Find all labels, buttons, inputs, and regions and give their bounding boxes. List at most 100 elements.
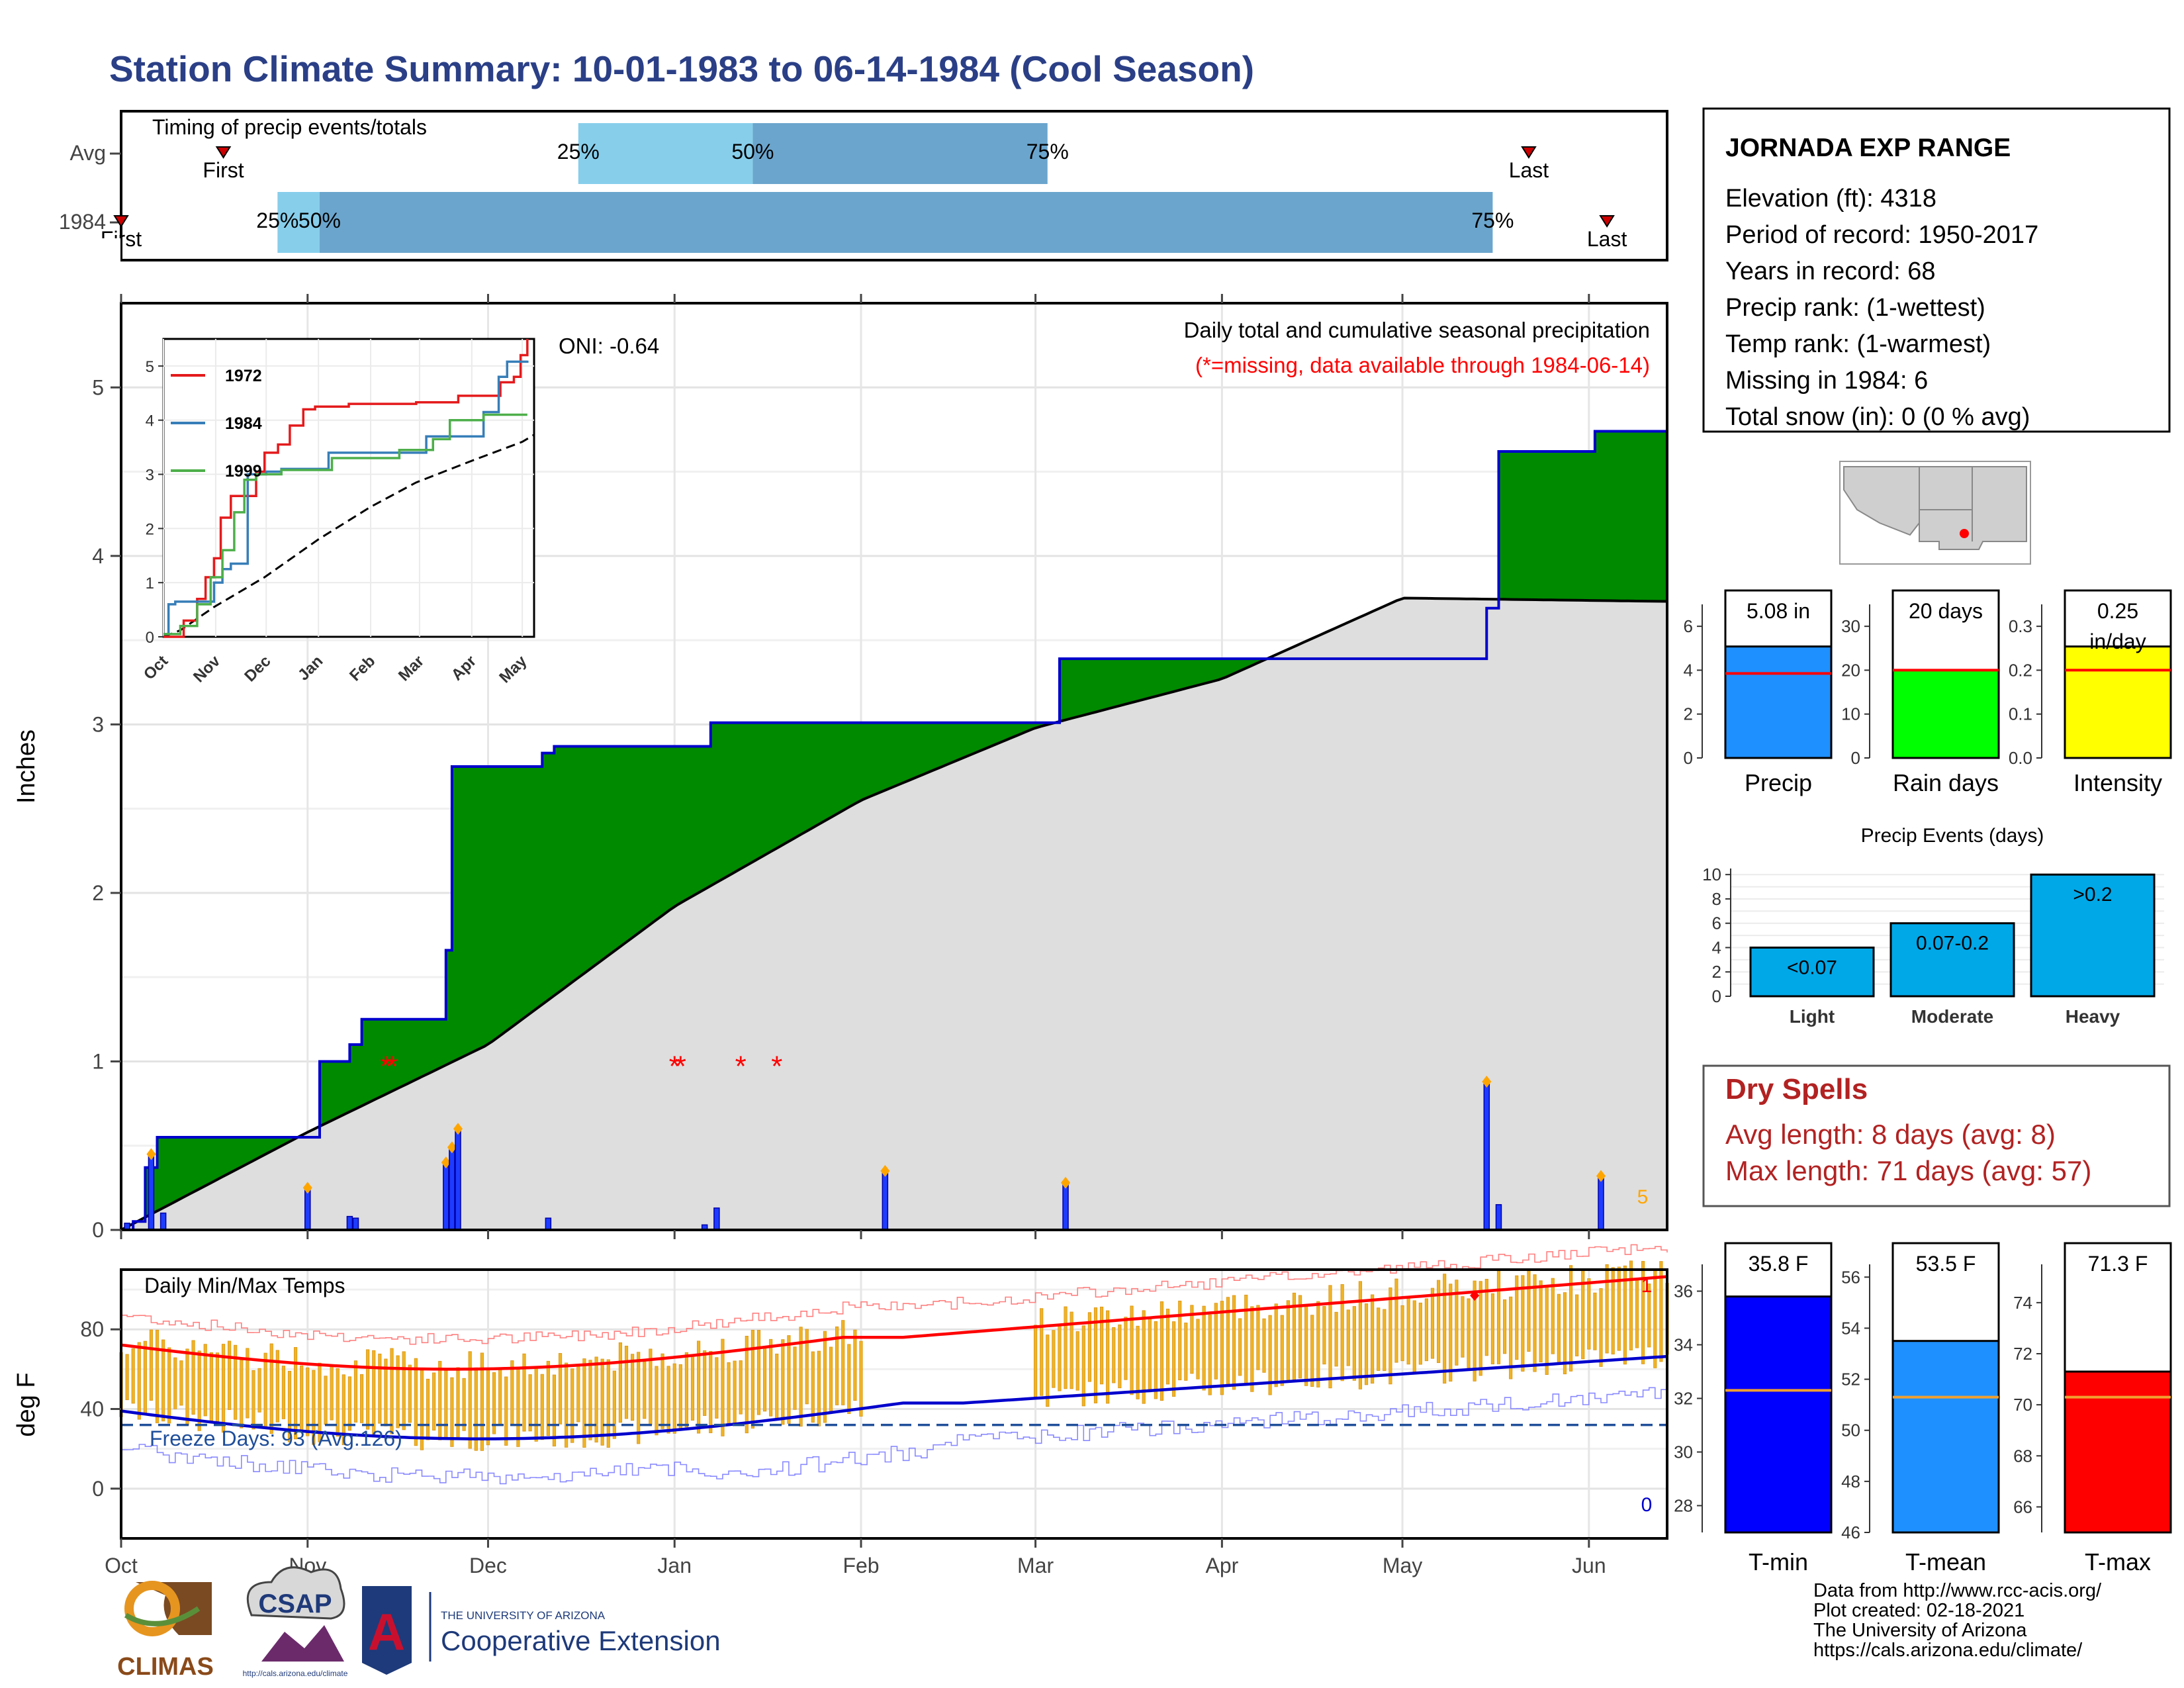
mini-ytick-label: 2	[1684, 704, 1693, 724]
summary-bar-group: 0 10 20 30 20 days Rain days	[1841, 589, 2000, 796]
daily-temp-bar	[733, 1360, 737, 1423]
mini-ytick-label: 4	[1684, 660, 1693, 680]
daily-temp-bar	[1587, 1278, 1591, 1350]
mini-bar-value-text: 5.08 in	[1747, 599, 1810, 623]
daily-temp-bar	[1214, 1303, 1218, 1380]
timing-bar-early	[578, 123, 753, 184]
daily-temp-bar	[727, 1362, 731, 1425]
locator-map	[1839, 461, 2031, 565]
inset-series-line	[163, 360, 529, 635]
station-missing: Missing in 1984: 6	[1725, 367, 1928, 395]
climas-logo: CLIMAS	[117, 1581, 214, 1681]
daily-temp-bar	[1304, 1304, 1308, 1386]
daily-temp-bar	[1635, 1278, 1639, 1348]
daily-temp-bar	[1106, 1310, 1110, 1404]
events-bar-text: <0.07	[1787, 957, 1837, 978]
summary-bar-group: 0.0 0.1 0.2 0.3 0.25 in/day Intensity	[2009, 589, 2172, 796]
daily-temp-bar	[1496, 1270, 1501, 1364]
footer-line: Data from http://www.rcc-acis.org/	[1813, 1580, 2102, 1601]
daily-temp-bar	[829, 1346, 833, 1412]
daily-temp-bar	[1286, 1300, 1290, 1381]
daily-precip-bar	[449, 1147, 455, 1231]
daily-temp-bar	[1093, 1307, 1098, 1403]
daily-temp-bar	[703, 1350, 707, 1416]
daily-temp-bar	[1118, 1324, 1122, 1389]
daily-temp-bar	[1190, 1305, 1194, 1374]
daily-temp-bar	[450, 1377, 454, 1447]
daily-temp-bar	[137, 1342, 141, 1420]
daily-temp-bar	[1262, 1318, 1266, 1373]
daily-temp-bar	[1641, 1260, 1645, 1364]
mini-ytick-label: 54	[1841, 1318, 1860, 1338]
ua-logo: A THE UNIVERSITY OF ARIZONA Cooperative …	[362, 1586, 721, 1675]
month-tick-label: Apr	[1205, 1554, 1238, 1577]
daily-temp-bar	[756, 1330, 761, 1415]
daily-temp-bar	[228, 1340, 232, 1410]
daily-temp-bar	[805, 1329, 809, 1405]
heavy-event-marker	[146, 1148, 156, 1160]
daily-temp-bar	[528, 1374, 532, 1432]
daily-temp-bar	[498, 1367, 502, 1426]
daily-temp-bar	[341, 1374, 345, 1446]
temp-ylabel: deg F	[13, 1372, 40, 1436]
ua-logo-big: Cooperative Extension	[441, 1625, 721, 1656]
daily-temp-bar	[1064, 1306, 1068, 1389]
daily-temp-bar	[522, 1353, 526, 1432]
daily-temp-bar	[643, 1361, 647, 1419]
daily-temp-bar	[432, 1372, 436, 1430]
daily-temp-bar	[462, 1378, 466, 1431]
daily-temp-bar	[1418, 1302, 1422, 1365]
timing-row-label-year: 1984	[59, 210, 106, 234]
temp-ytick-label: 0	[92, 1477, 104, 1501]
events-bar-text: 0.07-0.2	[1916, 933, 1989, 955]
freeze-days-label: Freeze Days: 93 (Avg:126)	[150, 1427, 402, 1450]
daily-temp-bar	[1394, 1278, 1398, 1363]
footer-line: Plot created: 02-18-2021	[1813, 1600, 2025, 1621]
summary-bar-group: 0 2 4 6 5.08 in Precip	[1684, 589, 1833, 796]
csap-logo-text: CSAP	[258, 1589, 332, 1618]
mini-bar-label: T-mean	[1905, 1548, 1986, 1575]
daily-temp-bar	[251, 1370, 255, 1430]
events-ytick-label: 0	[1712, 986, 1721, 1006]
temp-panel: Daily Min/Max Temps deg F Freeze Days: 9…	[13, 1244, 1669, 1577]
mini-ytick-label: 68	[2013, 1446, 2032, 1466]
heavy-event-marker	[880, 1164, 890, 1177]
avg-min-line	[120, 1354, 1668, 1440]
daily-temp-bar	[293, 1347, 298, 1440]
daily-temp-bar	[438, 1360, 442, 1440]
precip-ytick-label: 5	[92, 375, 104, 399]
daily-temp-bar	[1328, 1285, 1332, 1389]
daily-temp-bar	[1388, 1288, 1392, 1385]
daily-temp-bar	[1160, 1301, 1164, 1401]
daily-temp-bar	[402, 1351, 406, 1430]
daily-precip-bar	[304, 1187, 311, 1231]
mini-ytick-label: 36	[1674, 1282, 1693, 1301]
mini-bar-label: Precip	[1745, 769, 1812, 796]
daily-temp-bar	[1346, 1309, 1350, 1366]
daily-temp-bar	[131, 1348, 135, 1404]
mini-bar-value-text: 71.3 F	[2088, 1252, 2148, 1276]
precip-ytick-label: 0	[92, 1218, 104, 1242]
daily-temp-bar	[690, 1354, 695, 1421]
daily-temp-bar	[606, 1359, 610, 1448]
inset-ytick-label: 1	[146, 575, 154, 592]
timing-panel-label: Timing of precip events/totals	[152, 115, 427, 139]
events-bar-label: Heavy	[2066, 1006, 2120, 1027]
daily-temp-bar	[378, 1353, 382, 1424]
daily-temp-bar	[1473, 1280, 1477, 1382]
daily-temp-bar	[594, 1356, 598, 1443]
missing-day-marker: *	[669, 1050, 680, 1082]
daily-temp-bar	[324, 1376, 328, 1425]
daily-temp-bar	[203, 1344, 207, 1417]
summary-bars: 0 2 4 6 5.08 in Precip 0 10 20 30 20 days Rain days…	[1684, 589, 2172, 796]
daily-temp-bar	[811, 1351, 815, 1423]
daily-temp-bar	[660, 1353, 664, 1429]
daily-precip-bar	[352, 1217, 359, 1231]
month-tick-label: Mar	[1017, 1554, 1054, 1577]
mini-bar-value	[1724, 1295, 1833, 1534]
mini-ytick-label: 72	[2013, 1344, 2032, 1364]
daily-temp-bar	[1449, 1284, 1453, 1382]
temp-panel-label: Daily Min/Max Temps	[144, 1274, 345, 1297]
daily-temp-bar	[179, 1360, 183, 1406]
daily-temp-bar	[1479, 1281, 1482, 1376]
